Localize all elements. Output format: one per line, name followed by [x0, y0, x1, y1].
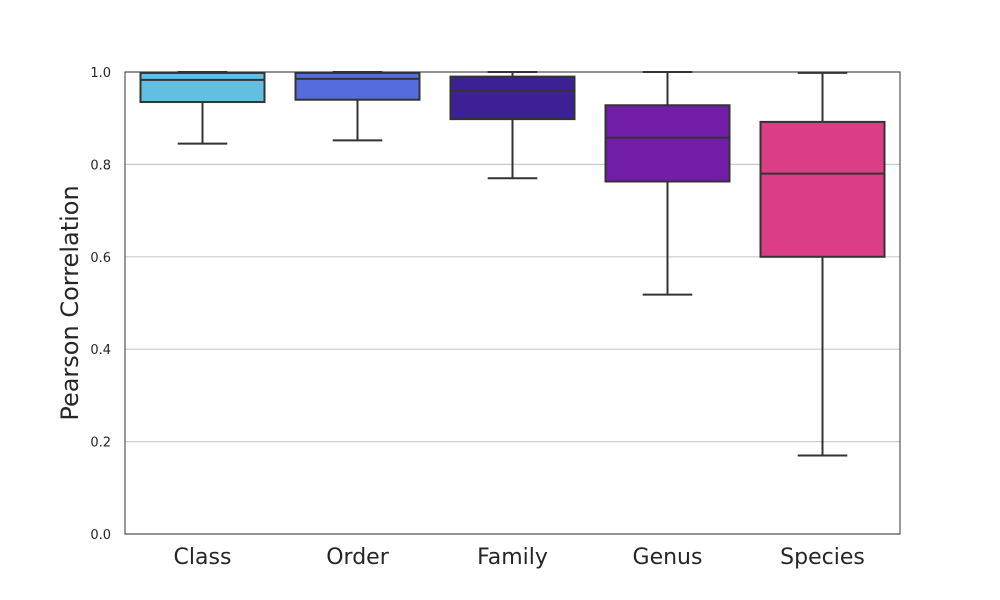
x-category-label: Genus [633, 545, 703, 570]
y-tick-label: 0.0 [90, 528, 111, 543]
y-axis-ticks: 0.0 0.2 0.4 0.6 0.8 1.0 [90, 66, 111, 543]
x-category-label: Class [174, 545, 232, 570]
iqr-box [139, 71, 266, 104]
iqr-box [604, 104, 731, 183]
box-series [139, 71, 886, 457]
x-category-label: Family [477, 545, 548, 570]
x-category-label: Species [780, 545, 865, 570]
y-tick-label: 0.8 [90, 158, 111, 173]
x-axis-categories: Class Order Family Genus Species [174, 545, 865, 570]
x-category-label: Order [326, 545, 389, 570]
box-species [759, 71, 886, 457]
y-tick-label: 0.4 [90, 343, 111, 358]
box-family [449, 71, 576, 180]
iqr-box [759, 120, 886, 258]
iqr-box [449, 75, 576, 121]
plot-frame [124, 71, 901, 535]
y-axis-title: Pearson Correlation [56, 185, 84, 420]
box-genus [604, 71, 731, 296]
iqr-box [294, 71, 421, 101]
y-tick-label: 1.0 [90, 66, 111, 81]
box-class [139, 71, 266, 145]
y-tick-label: 0.6 [90, 251, 111, 266]
y-tick-label: 0.2 [90, 436, 111, 451]
box-order [294, 71, 421, 142]
